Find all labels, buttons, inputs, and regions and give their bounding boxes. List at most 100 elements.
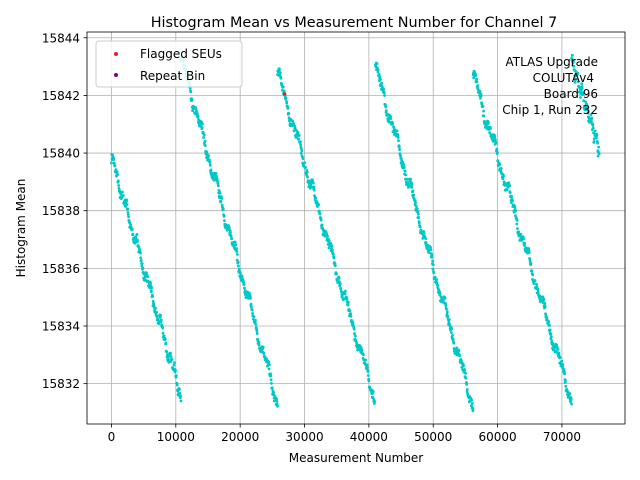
data-point bbox=[124, 205, 128, 208]
x-tick-label: 50000 bbox=[414, 430, 452, 444]
data-point bbox=[558, 356, 562, 359]
y-tick-label: 15834 bbox=[42, 320, 80, 334]
data-point bbox=[236, 260, 240, 264]
data-point bbox=[311, 181, 315, 185]
data-point bbox=[597, 145, 601, 149]
data-point bbox=[252, 315, 256, 319]
data-point bbox=[139, 256, 143, 260]
data-point bbox=[366, 366, 369, 369]
data-point bbox=[531, 273, 535, 277]
data-point bbox=[464, 372, 467, 375]
data-point bbox=[465, 382, 469, 386]
data-point bbox=[208, 163, 212, 167]
data-point bbox=[116, 173, 119, 177]
data-point bbox=[489, 127, 492, 130]
data-point bbox=[299, 143, 303, 146]
data-point bbox=[126, 213, 130, 217]
data-point bbox=[339, 287, 343, 290]
data-point bbox=[530, 269, 534, 273]
data-point bbox=[382, 87, 386, 91]
data-point bbox=[220, 196, 224, 200]
data-point bbox=[318, 209, 321, 213]
data-point bbox=[564, 379, 567, 382]
data-point bbox=[326, 234, 329, 238]
data-point bbox=[498, 163, 502, 166]
data-point bbox=[398, 148, 402, 152]
data-point bbox=[165, 350, 169, 354]
data-point bbox=[117, 184, 121, 187]
data-point bbox=[460, 359, 463, 363]
data-point bbox=[319, 218, 323, 222]
data-point bbox=[409, 177, 413, 181]
data-point bbox=[242, 282, 246, 286]
data-point bbox=[317, 203, 320, 207]
data-point bbox=[527, 247, 531, 250]
data-point bbox=[452, 341, 456, 345]
x-tick-label: 20000 bbox=[221, 430, 259, 444]
data-point bbox=[517, 230, 520, 234]
data-point bbox=[262, 352, 266, 356]
data-point bbox=[445, 307, 448, 311]
data-point bbox=[573, 78, 577, 82]
data-point bbox=[303, 161, 307, 165]
data-point bbox=[481, 104, 485, 108]
data-point bbox=[201, 122, 204, 126]
data-point bbox=[391, 121, 395, 125]
data-point bbox=[522, 244, 526, 247]
data-point bbox=[373, 400, 377, 403]
data-point bbox=[549, 335, 553, 339]
data-point bbox=[240, 275, 244, 279]
data-point bbox=[284, 97, 288, 100]
data-point bbox=[424, 241, 428, 245]
data-point bbox=[522, 237, 525, 241]
data-point bbox=[141, 266, 145, 270]
data-point bbox=[376, 70, 380, 74]
data-point bbox=[591, 126, 595, 130]
data-point bbox=[565, 389, 569, 392]
data-point bbox=[215, 177, 219, 181]
data-point bbox=[475, 77, 478, 81]
data-point bbox=[146, 275, 150, 279]
data-point bbox=[494, 141, 498, 145]
data-point bbox=[444, 302, 448, 306]
data-point bbox=[127, 215, 130, 219]
data-point bbox=[344, 289, 347, 293]
data-point bbox=[216, 179, 219, 183]
data-point bbox=[478, 90, 482, 93]
data-point bbox=[586, 111, 590, 115]
data-point bbox=[261, 345, 265, 349]
data-point bbox=[573, 81, 577, 84]
data-point bbox=[250, 308, 254, 312]
data-point bbox=[414, 204, 418, 208]
data-point bbox=[549, 332, 553, 336]
data-point bbox=[278, 67, 281, 71]
data-point bbox=[209, 168, 213, 172]
data-point bbox=[163, 337, 167, 341]
data-point bbox=[230, 237, 234, 241]
data-point bbox=[305, 170, 309, 174]
data-point bbox=[300, 149, 304, 153]
data-point bbox=[450, 327, 454, 331]
data-point bbox=[510, 194, 514, 198]
data-point bbox=[318, 212, 322, 216]
data-point bbox=[151, 294, 154, 298]
data-point bbox=[591, 124, 595, 127]
y-axis-label: Histogram Mean bbox=[14, 179, 28, 278]
data-point bbox=[293, 126, 297, 130]
data-point bbox=[589, 113, 593, 117]
data-point bbox=[139, 251, 142, 255]
data-point bbox=[202, 136, 205, 139]
data-point bbox=[557, 351, 561, 355]
y-tick-label: 15844 bbox=[42, 31, 80, 45]
data-point bbox=[202, 133, 206, 137]
data-point bbox=[267, 360, 271, 364]
data-point bbox=[435, 281, 439, 284]
data-point bbox=[125, 198, 129, 202]
data-point bbox=[563, 372, 567, 376]
data-point bbox=[422, 230, 426, 233]
data-point bbox=[126, 211, 130, 214]
data-point bbox=[502, 174, 505, 178]
data-point bbox=[337, 276, 341, 280]
data-point bbox=[582, 99, 586, 103]
data-point bbox=[205, 150, 209, 154]
